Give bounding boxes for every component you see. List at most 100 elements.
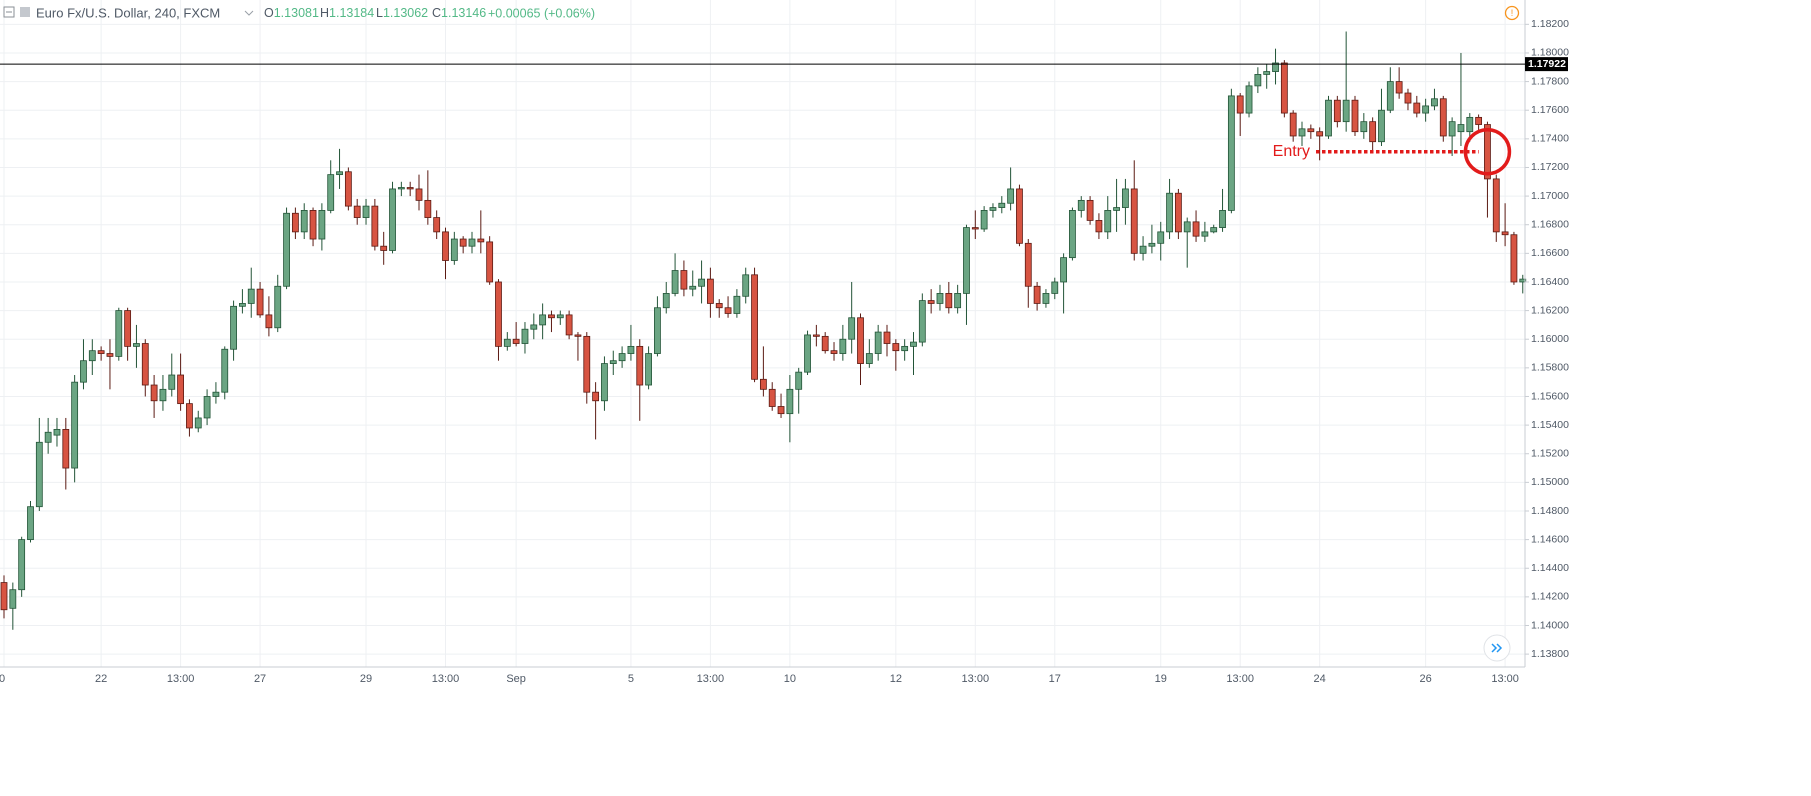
candle-body — [230, 305, 237, 350]
candle-body — [724, 307, 732, 314]
x-tick-label: Sep — [506, 673, 526, 685]
candle-body — [1104, 210, 1112, 233]
ohlc-label: L — [376, 6, 383, 20]
candle-body — [495, 281, 502, 347]
candle-body — [1342, 99, 1350, 123]
ohlc-item: O1.13081 — [264, 6, 319, 20]
candle-body — [742, 274, 750, 297]
candle-body — [53, 428, 61, 436]
candle-body — [1245, 85, 1253, 114]
dropdown-arrow[interactable] — [244, 10, 254, 16]
candle-body — [804, 334, 811, 373]
collapse-icon[interactable] — [3, 6, 15, 18]
candle-body — [1510, 234, 1518, 283]
x-tick-label: 5 — [628, 673, 634, 685]
candle-body — [274, 285, 282, 329]
candle-body — [1466, 116, 1474, 133]
candle-body — [963, 227, 970, 294]
y-tick-label: 1.18200 — [1531, 18, 1569, 30]
candle-body — [486, 241, 494, 283]
candle-body — [424, 199, 432, 218]
candle-body — [0, 582, 8, 611]
candle-body — [168, 374, 176, 390]
x-tick-label: 22 — [95, 673, 107, 685]
candle-body — [239, 303, 246, 307]
candle-body — [27, 506, 34, 541]
candle-body — [1148, 242, 1156, 247]
candle-body — [177, 374, 185, 405]
candle-body — [1289, 112, 1297, 137]
candle-body — [654, 307, 661, 354]
candle-body — [1254, 74, 1262, 87]
y-tick-label: 1.15400 — [1531, 419, 1569, 431]
change-text: +0.00065 (+0.06%) — [488, 6, 595, 20]
candle-body — [1395, 81, 1403, 94]
candle-body — [645, 353, 652, 386]
candle-body — [1316, 131, 1324, 137]
ohlc-value: 1.13184 — [329, 6, 374, 20]
candle-body — [945, 293, 953, 309]
candle-body — [1263, 71, 1271, 75]
candle-body — [1236, 95, 1244, 114]
candle-body — [618, 353, 626, 362]
candle-body — [1457, 124, 1465, 133]
candle-body — [777, 406, 785, 415]
candle-body — [733, 295, 741, 314]
candle-body — [918, 300, 926, 343]
candle-body — [18, 539, 26, 591]
candle-body — [1227, 95, 1235, 211]
candle-body — [203, 396, 211, 419]
candle-body — [592, 391, 600, 402]
candle-body — [1386, 81, 1394, 111]
candle-body — [221, 348, 229, 393]
y-tick-label: 1.16800 — [1531, 219, 1569, 231]
y-tick-label: 1.16000 — [1531, 333, 1569, 345]
candle-body — [380, 245, 388, 251]
x-tick-label: 29 — [360, 673, 372, 685]
candle-body — [830, 350, 838, 354]
candle-body — [715, 303, 723, 309]
candle-body — [1422, 105, 1430, 114]
y-tick-label: 1.17800 — [1531, 75, 1569, 87]
candle-body — [477, 238, 485, 243]
y-tick-label: 1.17400 — [1531, 133, 1569, 145]
candle-body — [459, 238, 467, 247]
ohlc-label: C — [432, 6, 441, 20]
candle-body — [698, 278, 705, 287]
candle-body — [1219, 210, 1226, 228]
y-tick-label: 1.15800 — [1531, 362, 1569, 374]
candle-body — [256, 288, 264, 316]
candle-body — [786, 388, 794, 415]
alert-icon[interactable] — [1504, 5, 1520, 21]
candle-body — [1113, 207, 1120, 211]
candle-body — [397, 187, 405, 190]
y-tick-label: 1.14800 — [1531, 505, 1569, 517]
candle-body — [539, 314, 547, 326]
candle-body — [433, 217, 441, 233]
y-tick-label: 1.14200 — [1531, 591, 1569, 603]
candle-body — [1325, 99, 1332, 137]
candle-body — [468, 238, 476, 247]
entry-label: Entry — [1273, 143, 1310, 160]
candle-body — [336, 171, 343, 176]
candle-body — [874, 331, 882, 354]
candle-body — [1519, 278, 1527, 283]
candle-body — [186, 403, 193, 429]
candle-body — [291, 212, 299, 233]
y-tick-label: 1.15200 — [1531, 448, 1569, 460]
y-tick-label: 1.16400 — [1531, 276, 1569, 288]
candle-body — [1122, 188, 1129, 208]
candle-body — [609, 360, 617, 364]
candle-body — [1016, 188, 1023, 244]
entry-circle — [1463, 127, 1512, 176]
candle-body — [1448, 121, 1456, 137]
candle-body — [936, 293, 944, 304]
candle-body — [283, 212, 290, 287]
candle-body — [1492, 178, 1500, 233]
y-tick-label: 1.16600 — [1531, 247, 1569, 259]
y-tick-label: 1.18000 — [1531, 47, 1569, 59]
candle-body — [1033, 285, 1041, 304]
candle-body — [141, 343, 149, 386]
x-tick-label: 13:00 — [432, 673, 460, 685]
candle-body — [548, 314, 555, 319]
